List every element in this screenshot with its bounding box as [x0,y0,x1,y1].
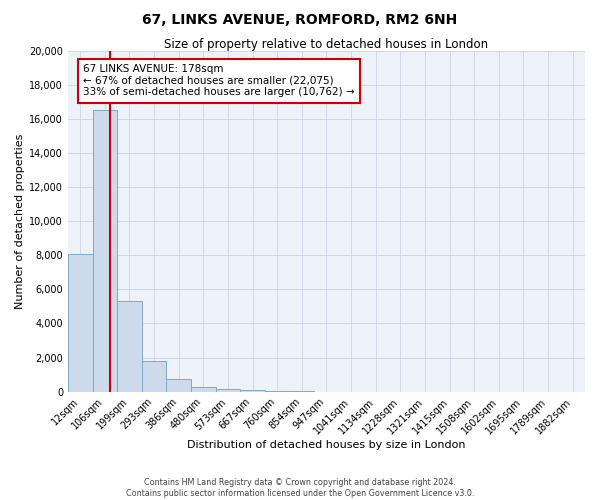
Text: 67, LINKS AVENUE, ROMFORD, RM2 6NH: 67, LINKS AVENUE, ROMFORD, RM2 6NH [142,12,458,26]
Bar [142,361,166,392]
Bar [240,390,265,392]
Title: Size of property relative to detached houses in London: Size of property relative to detached ho… [164,38,488,51]
Bar [191,386,215,392]
Bar [166,379,191,392]
Bar [265,391,290,392]
Text: Contains HM Land Registry data © Crown copyright and database right 2024.
Contai: Contains HM Land Registry data © Crown c… [126,478,474,498]
Bar [290,391,314,392]
Bar [92,110,117,392]
X-axis label: Distribution of detached houses by size in London: Distribution of detached houses by size … [187,440,466,450]
Y-axis label: Number of detached properties: Number of detached properties [15,134,25,309]
Bar [117,302,142,392]
Text: 67 LINKS AVENUE: 178sqm
← 67% of detached houses are smaller (22,075)
33% of sem: 67 LINKS AVENUE: 178sqm ← 67% of detache… [83,64,355,98]
Bar [68,254,92,392]
Bar [215,389,240,392]
